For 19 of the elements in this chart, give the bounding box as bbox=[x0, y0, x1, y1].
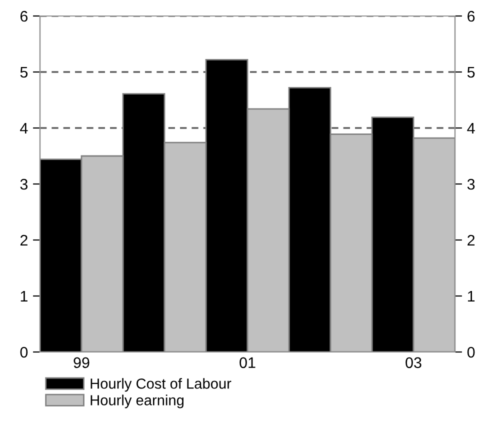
x-tick-label: 01 bbox=[240, 357, 256, 368]
y2-tick-label: 3 bbox=[467, 178, 475, 190]
legend-label: Hourly earning bbox=[90, 394, 184, 408]
y-tick-label: 6 bbox=[20, 10, 28, 22]
y-tick-label: 5 bbox=[20, 67, 28, 78]
y-tick-label: 1 bbox=[20, 291, 28, 302]
y2-tick-label: 0 bbox=[467, 346, 475, 358]
y-tick-label: 0 bbox=[20, 346, 28, 358]
x-tick-label: 99 bbox=[74, 357, 90, 368]
y-tick-label: 2 bbox=[20, 234, 28, 246]
y-tick-label: 4 bbox=[20, 123, 28, 134]
y2-tick-label: 2 bbox=[468, 234, 475, 246]
y2-tick-label: 6 bbox=[468, 10, 475, 22]
y2-tick-label: 1 bbox=[468, 291, 475, 302]
y-tick-label: 3 bbox=[20, 178, 28, 190]
x-tick-label: 03 bbox=[406, 357, 422, 368]
legend-label: Hourly Cost of Labour bbox=[90, 378, 232, 392]
y2-tick-label: 4 bbox=[467, 123, 475, 134]
y2-tick-label: 5 bbox=[467, 67, 475, 78]
